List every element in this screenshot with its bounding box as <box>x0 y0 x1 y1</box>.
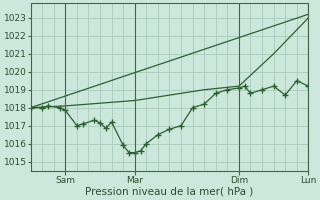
X-axis label: Pression niveau de la mer( hPa ): Pression niveau de la mer( hPa ) <box>85 187 254 197</box>
